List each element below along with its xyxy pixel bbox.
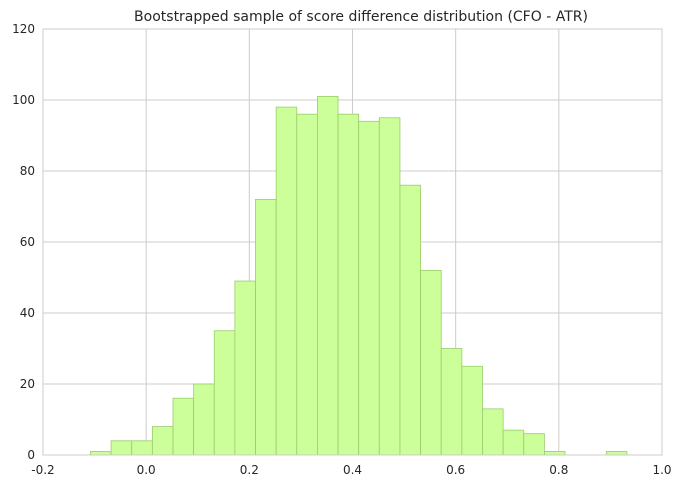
x-axis-ticks: -0.2 0.0 0.2 0.4 0.6 0.8 1.0 [31, 463, 671, 477]
histogram-bar [90, 451, 112, 456]
histogram-bar [543, 451, 566, 456]
y-tick-label: 40 [20, 306, 35, 320]
histogram-bar [337, 113, 360, 456]
x-tick-label: 0.2 [240, 463, 259, 477]
x-tick-label: 1.0 [652, 463, 671, 477]
histogram-bar [523, 433, 545, 456]
y-tick-label: 120 [12, 22, 35, 36]
histogram-bar [358, 120, 380, 456]
x-tick-label: 0.8 [549, 463, 568, 477]
histogram-bar [193, 383, 215, 456]
histogram-bar [110, 440, 133, 456]
histogram-bar [234, 280, 256, 456]
histogram-bar [213, 330, 236, 456]
y-tick-label: 60 [20, 235, 35, 249]
y-tick-label: 0 [27, 448, 35, 462]
histogram-bar [378, 117, 401, 456]
histogram-bar [255, 198, 277, 456]
histogram-bar [131, 440, 153, 456]
y-axis-ticks: 0 20 40 60 80 100 120 [12, 22, 35, 462]
histogram-bar [440, 348, 463, 456]
histogram-bar [275, 106, 298, 456]
histogram-bar [296, 113, 318, 456]
histogram-bar [151, 426, 174, 456]
plot-frame [42, 28, 663, 456]
histogram-bars [90, 96, 628, 456]
x-tick-label: 0.4 [343, 463, 362, 477]
x-tick-label: -0.2 [31, 463, 54, 477]
x-tick-label: 0.6 [446, 463, 465, 477]
x-tick-label: 0.0 [137, 463, 156, 477]
histogram-bar [502, 429, 525, 456]
y-tick-label: 80 [20, 164, 35, 178]
histogram-bar [317, 96, 339, 456]
histogram-bar [482, 408, 504, 456]
chart-title: Bootstrapped sample of score difference … [134, 9, 588, 25]
histogram-bar [461, 365, 483, 456]
histogram-bar [605, 451, 628, 456]
y-tick-label: 20 [20, 377, 35, 391]
histogram-bar [420, 269, 442, 456]
y-tick-label: 100 [12, 93, 35, 107]
histogram-bar [172, 397, 195, 456]
histogram-bar [399, 184, 421, 456]
